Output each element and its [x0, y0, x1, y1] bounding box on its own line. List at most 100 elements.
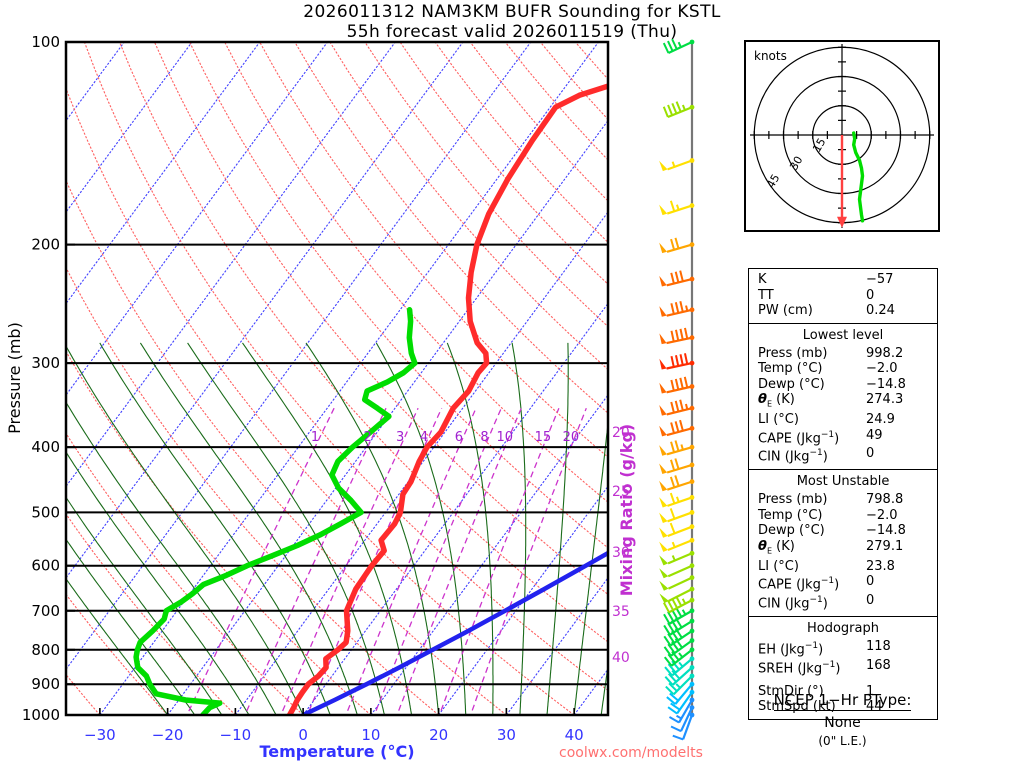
lowest-level-heading: Lowest level [802, 327, 884, 343]
wind-barb [659, 550, 695, 566]
stat-value: 49 [866, 427, 883, 443]
stat-key: LI (°C) [758, 412, 799, 428]
stat-row: θE (K) 279.1 [749, 539, 937, 559]
pressure-tick-label: 300 [31, 354, 60, 372]
stat-value: 0.24 [866, 303, 895, 318]
hodograph-ring-label: 30 [787, 154, 805, 173]
stat-key: Temp (°C) [758, 361, 823, 376]
stat-value: 279.1 [866, 538, 904, 554]
hodograph-ring-label: 15 [810, 136, 828, 155]
ptype-value: None [824, 715, 861, 731]
mixing-ratio-label: 4 [420, 430, 428, 445]
temperature-tick-label: −10 [220, 726, 252, 744]
stat-key: θE (K) [758, 392, 795, 409]
wind-barb [659, 537, 695, 552]
stat-key: Press (mb) [758, 492, 828, 508]
stat-key: EH (Jkg−1) [758, 641, 824, 658]
pressure-tick-label: 600 [31, 557, 60, 575]
most-unstable-heading: Most Unstable [796, 474, 890, 490]
stat-key: StmDir (°) [758, 683, 824, 699]
mixing-ratio-caption: Mixing Ratio (g/kg) [617, 424, 636, 596]
wind-barb [659, 492, 695, 508]
ncep-ptype-panel: NCEP 1−Hr PType: None (0" L.E.) [735, 690, 950, 748]
stat-value: 274.3 [866, 392, 904, 407]
stats-block-indices: K −57 TT 0 PW (cm) 0.24 [749, 269, 937, 324]
stat-value: 0 [866, 574, 875, 590]
mixing-ratio-label: 10 [497, 430, 514, 445]
stat-row: θE (K) 274.3 [749, 392, 937, 412]
stat-value: 24.9 [866, 412, 895, 428]
stat-key: LI (°C) [758, 558, 799, 574]
stat-key: CIN (Jkg−1) [758, 448, 828, 465]
stat-key: Dewp (°C) [758, 376, 825, 392]
stat-key: Dewp (°C) [758, 523, 825, 539]
stat-row: SREH (Jkg−1) 168 [749, 658, 937, 677]
mixing-ratio-label: 20 [563, 430, 580, 445]
temperature-tick-label: 0 [298, 726, 308, 744]
pressure-tick-label: 400 [31, 438, 60, 456]
wind-barb [659, 237, 695, 254]
stat-row: Temp (°C) −2.0 [749, 508, 937, 524]
wind-barb [664, 656, 695, 677]
stat-row: StmDir (°) 1 [749, 684, 937, 700]
pressure-tick-label: 500 [31, 503, 60, 521]
wind-barb [663, 638, 695, 657]
stat-row: CAPE (Jkg−1) 0 [749, 574, 937, 593]
stat-row: Press (mb) 998.2 [749, 346, 937, 362]
pressure-tick-label: 700 [31, 602, 60, 620]
isobar-lines [66, 41, 608, 716]
stat-row: PW (cm) 0.24 [749, 303, 937, 319]
wind-barb [659, 376, 695, 394]
stat-value: 0 [866, 446, 875, 462]
mixing-ratio-right-tick: 25 [612, 484, 630, 500]
pressure-tick-label: 800 [31, 641, 60, 659]
mixing-ratio-label: 1 [311, 430, 319, 445]
chart-title-line2: 55h forecast valid 2026011519 (Thu) [346, 22, 678, 42]
stat-row: CIN (Jkg−1) 0 [749, 593, 937, 612]
mixing-ratio-top-labels: 1 2 3 4 6 8 10 15 20 [311, 430, 579, 445]
wind-barb [659, 508, 695, 524]
stat-value: 0 [866, 287, 875, 303]
stat-value: 0 [866, 593, 875, 609]
wind-barb [659, 399, 695, 416]
stat-value: −14.8 [866, 523, 906, 539]
stat-value: 998.2 [866, 345, 904, 361]
x-axis-caption: Temperature (°C) [259, 742, 414, 761]
mixing-ratio-label: 8 [480, 430, 488, 445]
stat-key: CIN (Jkg−1) [758, 595, 828, 612]
stat-key: Press (mb) [758, 345, 828, 361]
stat-row: Temp (°C) −2.0 [749, 361, 937, 377]
wind-barb-column [659, 38, 695, 741]
pressure-axis-ticks: 100 200 300 400 500 600 700 800 900 1000 [22, 33, 75, 724]
mixing-ratio-label: 6 [455, 430, 463, 445]
temperature-axis-ticks: −30 −20 −10 0 10 20 30 40 [84, 708, 584, 744]
wind-barb [666, 681, 695, 705]
stat-row: LI (°C) 24.9 [749, 412, 937, 428]
wind-barb [659, 475, 695, 492]
stat-row: EH (Jkg−1) 118 [749, 639, 937, 658]
hodograph-panel: 15 30 45 knots [744, 40, 940, 232]
stat-key: θE (K) [758, 538, 795, 556]
stat-key: SREH (Jkg−1) [758, 659, 841, 677]
mixing-ratio-right-tick: 30 [612, 545, 630, 561]
mixing-ratio-right-labels: 20 25 30 35 40 [612, 425, 630, 666]
stat-key: CAPE (Jkg−1) [758, 576, 840, 593]
stat-row: Dewp (°C) −14.8 [749, 523, 937, 539]
wind-barb [659, 327, 695, 345]
pressure-tick-label: 1000 [22, 706, 60, 724]
watermark: coolwx.com/modelts [559, 745, 703, 761]
wind-barb [659, 270, 695, 287]
stat-row: LI (°C) 23.8 [749, 559, 937, 575]
stats-block-lowest-level: Lowest level Press (mb) 998.2 Temp (°C) −2.… [749, 324, 937, 471]
stat-value: 118 [866, 639, 891, 654]
stat-row: Dewp (°C) −14.8 [749, 377, 937, 393]
wind-barb [659, 563, 695, 579]
stat-key: PW (cm) [758, 303, 813, 318]
stat-key: TT [758, 287, 774, 303]
stat-row: TT 0 [749, 288, 937, 304]
wind-barb [670, 705, 695, 733]
temperature-tick-label: −20 [152, 726, 184, 744]
wind-barb [659, 575, 695, 591]
plot-frame [64, 40, 610, 717]
